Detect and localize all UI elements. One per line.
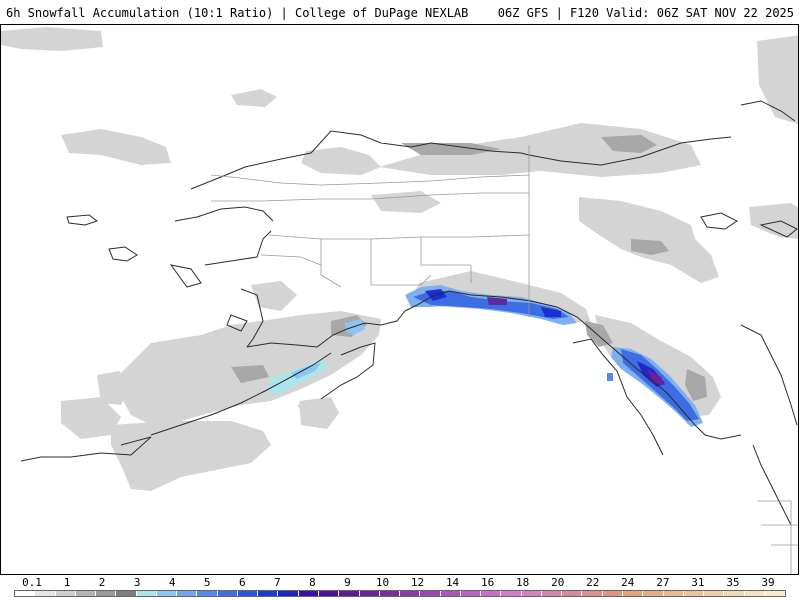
- legend-swatch: [683, 591, 705, 596]
- legend-swatch: [440, 591, 461, 596]
- legend-tick-label: 39: [761, 576, 775, 589]
- legend-tick-label: 2: [98, 576, 106, 589]
- legend-swatch: [460, 591, 482, 596]
- legend-swatch: [501, 591, 522, 596]
- map-svg: [1, 27, 798, 574]
- legend-tick-label: 7: [274, 576, 281, 589]
- color-legend: 0.1 1 2 3 4 5 6 7 8 9 10 12 14 16 18 20 22 24 27 31 35 39: [14, 575, 786, 600]
- legend-tick-label: 8: [309, 576, 316, 589]
- legend-swatch: [622, 591, 644, 596]
- legend-swatch: [258, 591, 279, 596]
- legend-tick-label: 16: [480, 576, 495, 589]
- legend-tick-label: 0.1: [22, 576, 42, 589]
- legend-tick-label: 1: [63, 576, 71, 589]
- legend-swatch: [602, 591, 623, 596]
- legend-labels: 0.1 1 2 3 4 5 6 7 8 9 10 12 14 16 18 20 22 24 27 31 35 39: [14, 575, 786, 589]
- legend-swatch: [55, 591, 76, 596]
- legend-tick-label: 6: [238, 576, 246, 589]
- snowfall-map[interactable]: [0, 24, 799, 575]
- boundaries: [210, 145, 798, 574]
- legend-swatch: [379, 591, 401, 596]
- legend-tick-label: 4: [168, 576, 176, 589]
- map-title: 6h Snowfall Accumulation (10:1 Ratio) | …: [6, 6, 469, 20]
- legend-swatch: [237, 591, 259, 596]
- legend-swatch: [35, 591, 56, 596]
- legend-swatch: [197, 591, 218, 596]
- legend-swatch: [481, 591, 502, 596]
- legend-swatch: [116, 591, 137, 596]
- legend-swatch: [704, 591, 725, 596]
- legend-swatch: [96, 591, 117, 596]
- legend-swatch: [582, 591, 603, 596]
- legend-tick-label: 27: [656, 576, 670, 589]
- legend-swatch: [724, 591, 745, 596]
- legend-tick-label: 3: [133, 576, 141, 589]
- legend-swatch: [744, 591, 765, 596]
- legend-swatch: [75, 591, 97, 596]
- legend-swatch: [298, 591, 319, 596]
- legend-tick-label: 18: [516, 576, 530, 589]
- legend-tick-label: 12: [410, 576, 425, 589]
- legend-tick-label: 5: [203, 576, 211, 589]
- legend-swatch: [217, 591, 238, 596]
- light-snowfall-areas: [1, 27, 798, 491]
- legend-swatch: [420, 591, 441, 596]
- legend-tick-label: 22: [586, 576, 600, 589]
- legend-swatch: [643, 591, 664, 596]
- model-run-valid-time: 06Z GFS | F120 Valid: 06Z SAT NOV 22 202…: [497, 6, 794, 20]
- legend-swatch: [177, 591, 198, 596]
- legend-tick-label: 31: [691, 576, 705, 589]
- legend-swatch: [339, 591, 360, 596]
- legend-tick-label: 14: [445, 576, 460, 589]
- legend-swatch: [318, 591, 340, 596]
- legend-tick-label: 20: [551, 576, 565, 589]
- legend-swatch: [15, 591, 36, 596]
- legend-swatch: [359, 591, 380, 596]
- legend-swatch: [278, 591, 299, 596]
- legend-swatch: [156, 591, 178, 596]
- legend-color-bar: [14, 590, 786, 597]
- legend-swatch: [562, 591, 583, 596]
- legend-tick-label: 24: [621, 576, 635, 589]
- legend-tick-label: 10: [375, 576, 390, 589]
- legend-swatch: [663, 591, 684, 596]
- legend-swatch: [541, 591, 563, 596]
- heavy-snowfall-bands: [267, 285, 703, 427]
- legend-swatch: [521, 591, 542, 596]
- legend-tick-label: 9: [344, 576, 351, 589]
- legend-swatch: [400, 591, 421, 596]
- legend-tick-label: 35: [726, 576, 740, 589]
- map-header: 6h Snowfall Accumulation (10:1 Ratio) | …: [0, 0, 800, 24]
- legend-swatch: [136, 591, 157, 596]
- coastlines: [20, 100, 798, 526]
- legend-swatch: [764, 591, 786, 596]
